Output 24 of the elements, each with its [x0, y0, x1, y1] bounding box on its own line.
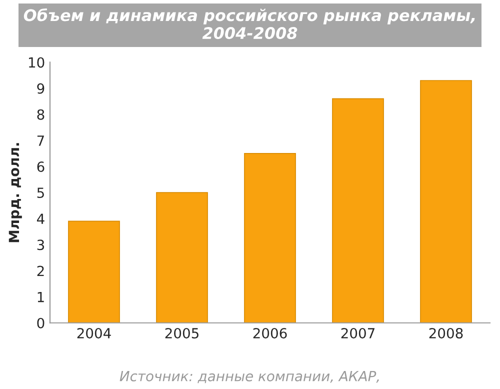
x-tick-label: 2005 — [165, 328, 198, 338]
bar — [156, 192, 208, 323]
y-axis-title: Млрд. долл. — [8, 143, 22, 242]
y-tick-label: 6 — [37, 161, 44, 172]
y-tick-label: 3 — [37, 240, 44, 250]
x-tick-label: 2008 — [429, 328, 463, 338]
y-tick-label: 2 — [37, 266, 44, 276]
x-tick-label: 2006 — [253, 328, 287, 338]
x-tick-label: 2004 — [77, 328, 111, 338]
y-tick-label: 0 — [37, 318, 44, 328]
y-tick-label: 9 — [37, 83, 44, 94]
y-tick-label: 1 — [38, 292, 44, 302]
y-tick-label: 5 — [37, 188, 44, 198]
bar — [332, 98, 384, 323]
x-tick-label: 2007 — [341, 328, 374, 338]
y-tick-label: 7 — [37, 136, 44, 146]
y-tick-label: 8 — [37, 109, 44, 120]
y-tick-label: 4 — [36, 214, 44, 224]
chart-title: Объем и динамика российского рынка рекламы, 2004-2008 — [24, 8, 475, 40]
bar — [68, 220, 120, 323]
text: Источник: данные компании, АКАР, — [120, 371, 379, 384]
y-tick-label: 10 — [28, 57, 44, 68]
bar — [420, 80, 472, 323]
bar — [244, 153, 296, 323]
